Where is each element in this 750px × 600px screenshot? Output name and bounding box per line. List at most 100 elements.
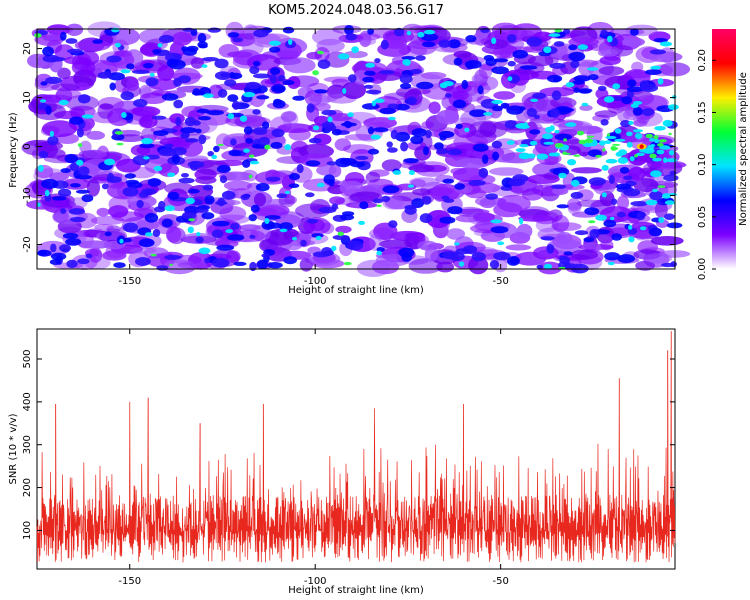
heatmap-blob [649,49,667,55]
heatmap-blob [583,237,595,243]
heatmap-blob [256,95,270,100]
heatmap-blob [51,196,67,201]
heatmap-blob [565,122,577,127]
heatmap-blob [288,39,293,45]
heatmap-blob [548,33,561,37]
heatmap-blob [40,81,48,86]
heatmap-blob [382,185,400,194]
heatmap-blob [230,222,240,230]
heatmap-blob [477,85,484,95]
heatmap-blob [40,99,47,103]
heatmap-blob [401,56,416,60]
heatmap-blob [588,74,599,81]
heatmap-blob [660,41,672,47]
heatmap-blob [164,254,182,260]
heatmap-blob [445,93,452,98]
heatmap-blob [578,61,595,76]
heatmap-blob [249,160,260,165]
heatmap-blob [500,102,510,109]
heatmap-blob [465,35,477,43]
heatmap-blob [422,41,436,48]
heatmap-blob [223,180,253,191]
heatmap-blob [206,110,224,116]
heatmap-blob [455,123,463,129]
heatmap-blob [629,156,635,162]
heatmap-blob [214,58,229,69]
heatmap-blob [305,160,321,167]
heatmap-blob [650,65,662,70]
heatmap-blob [342,88,347,94]
heatmap-blob [406,96,418,106]
heatmap-blob [158,148,177,157]
heatmap-blob [321,109,337,116]
heatmap-blob [395,131,411,142]
x-tick-label: -150 [118,276,141,287]
heatmap-blob [185,197,195,205]
heatmap-blob [359,201,369,210]
heatmap-blob [656,149,665,155]
heatmap-blob [621,96,633,105]
heatmap-blob [225,250,241,263]
heatmap-blob [269,244,285,261]
heatmap-blob [515,148,526,153]
heatmap-blob [536,264,544,269]
heatmap-blob [434,142,444,150]
heatmap-blob [202,184,214,191]
heatmap-blob [491,100,503,104]
heatmap-blob [216,164,231,174]
heatmap-blob [607,35,613,43]
heatmap-blob [491,22,519,38]
heatmap-blob [507,178,525,187]
heatmap-blob [599,140,606,146]
heatmap-blob [334,138,351,152]
heatmap-blob [141,188,157,195]
heatmap-blob [183,155,209,162]
heatmap-blob [657,78,664,85]
heatmap-blob [558,255,568,261]
heatmap-blob [282,110,299,128]
heatmap-blob [152,229,161,237]
heatmap-blob [65,23,84,36]
heatmap-blob [47,135,59,146]
heatmap-blob [576,199,608,208]
heatmap-blob [542,133,554,140]
heatmap-blob [629,28,639,36]
heatmap-blob [344,134,376,141]
heatmap-blob [318,206,337,214]
heatmap-blob [662,119,673,127]
y-tick-label: 10 [22,91,33,104]
heatmap-blob [664,213,675,220]
heatmap-blob [664,200,675,205]
heatmap-blob [219,171,254,181]
heatmap-blob [190,57,204,69]
heatmap-blob [49,259,62,265]
heatmap-blob [483,112,493,116]
heatmap-blob [378,239,413,249]
heatmap-blob [635,260,655,271]
heatmap-blob [153,130,169,137]
heatmap-blob [38,102,49,110]
heatmap-blob [253,127,268,135]
heatmap-blob [270,74,277,84]
heatmap-blob [399,74,413,84]
heatmap-blob [84,256,111,270]
heatmap-blob [257,136,270,146]
heatmap-blob [421,121,435,129]
heatmap-blob [605,135,617,140]
x-tick-label: -100 [304,576,327,587]
heatmap-blob [455,158,491,169]
heatmap-blob [180,127,198,134]
heatmap-blob [195,208,209,213]
heatmap-blob [518,106,526,111]
heatmap-blob [367,126,375,135]
heatmap-blob [326,161,337,166]
heatmap-blob [410,135,424,145]
heatmap-blob [622,37,645,47]
heatmap-blob [327,113,353,121]
heatmap-blob [77,258,90,265]
heatmap-blob [623,175,633,181]
heatmap-blob [57,67,71,80]
heatmap-blob [574,230,589,236]
heatmap-blob [42,54,60,63]
snr-frame [36,328,676,570]
